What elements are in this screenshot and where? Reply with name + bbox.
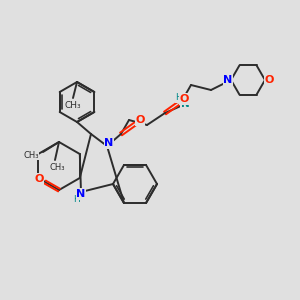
Text: CH₃: CH₃ <box>49 164 65 172</box>
Text: O: O <box>264 75 274 85</box>
Text: H: H <box>176 94 182 103</box>
Text: O: O <box>135 115 145 125</box>
Text: N: N <box>104 138 114 148</box>
Text: O: O <box>179 94 189 104</box>
Text: CH₃: CH₃ <box>23 151 39 160</box>
Text: H: H <box>73 196 80 205</box>
Text: N: N <box>76 189 85 199</box>
Text: N: N <box>224 75 232 85</box>
Text: N: N <box>181 99 189 109</box>
Text: O: O <box>34 174 44 184</box>
Text: CH₃: CH₃ <box>65 101 81 110</box>
